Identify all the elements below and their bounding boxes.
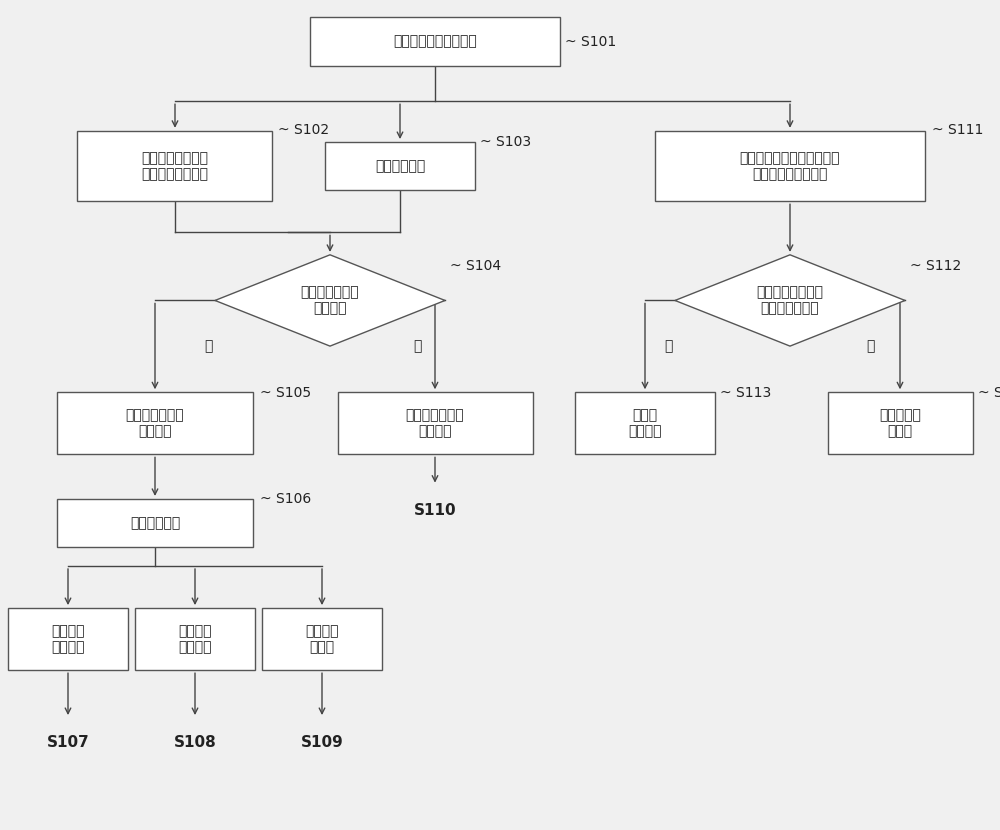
Text: ~ S111: ~ S111 [932, 124, 983, 137]
Text: S109: S109 [301, 735, 343, 750]
Text: 判断路面
上有雪: 判断路面 上有雪 [305, 624, 339, 654]
Text: ~ S103: ~ S103 [480, 135, 531, 149]
Polygon shape [675, 255, 905, 346]
Text: 判断是否存在路
标或车道: 判断是否存在路 标或车道 [301, 286, 359, 315]
Text: ~ S105: ~ S105 [260, 386, 311, 399]
FancyBboxPatch shape [310, 17, 560, 66]
Text: 是: 是 [204, 339, 212, 353]
Text: 进行车道检测: 进行车道检测 [375, 159, 425, 173]
FancyBboxPatch shape [828, 393, 972, 455]
FancyBboxPatch shape [57, 393, 252, 455]
FancyBboxPatch shape [8, 608, 128, 671]
FancyBboxPatch shape [135, 608, 255, 671]
Text: 当前路面可能是
城市路面: 当前路面可能是 城市路面 [126, 408, 184, 438]
Text: ~ S101: ~ S101 [565, 35, 616, 48]
Text: 进行包括交通信号
灯在内的路标识别: 进行包括交通信号 灯在内的路标识别 [142, 151, 208, 181]
Text: S108: S108 [174, 735, 216, 750]
Text: 否: 否 [413, 339, 421, 353]
Text: S107: S107 [47, 735, 89, 750]
FancyBboxPatch shape [655, 130, 925, 201]
FancyBboxPatch shape [57, 499, 252, 547]
Text: 主车体
准备变道: 主车体 准备变道 [628, 408, 662, 438]
FancyBboxPatch shape [77, 130, 272, 201]
FancyBboxPatch shape [325, 142, 475, 190]
Text: 当前路面可能是
野外路面: 当前路面可能是 野外路面 [406, 408, 464, 438]
Text: 主车体不准
备变道: 主车体不准 备变道 [879, 408, 921, 438]
Text: 进行主车体信息检测，检测
主体车体速度及位置: 进行主车体信息检测，检测 主体车体速度及位置 [740, 151, 840, 181]
Text: 进行雨雪检测: 进行雨雪检测 [130, 516, 180, 530]
Text: ~ S106: ~ S106 [260, 492, 311, 505]
Text: S110: S110 [414, 503, 456, 518]
Text: ~ S113: ~ S113 [720, 386, 771, 399]
Text: ~ S114: ~ S114 [978, 386, 1000, 399]
Text: ~ S102: ~ S102 [278, 124, 329, 137]
Text: 判断路面
是潮湿的: 判断路面 是潮湿的 [178, 624, 212, 654]
Text: ~ S104: ~ S104 [450, 259, 501, 272]
Text: 输入四周路况视频信息: 输入四周路况视频信息 [393, 35, 477, 48]
Text: 是: 是 [664, 339, 672, 353]
FancyBboxPatch shape [575, 393, 715, 455]
Text: 否: 否 [866, 339, 874, 353]
FancyBboxPatch shape [262, 608, 382, 671]
Text: 判断路面
是干燥的: 判断路面 是干燥的 [51, 624, 85, 654]
FancyBboxPatch shape [338, 393, 532, 455]
Polygon shape [215, 255, 445, 346]
Text: ~ S112: ~ S112 [910, 259, 961, 272]
Text: 判断当前主车体是
否踩线准备变道: 判断当前主车体是 否踩线准备变道 [757, 286, 824, 315]
